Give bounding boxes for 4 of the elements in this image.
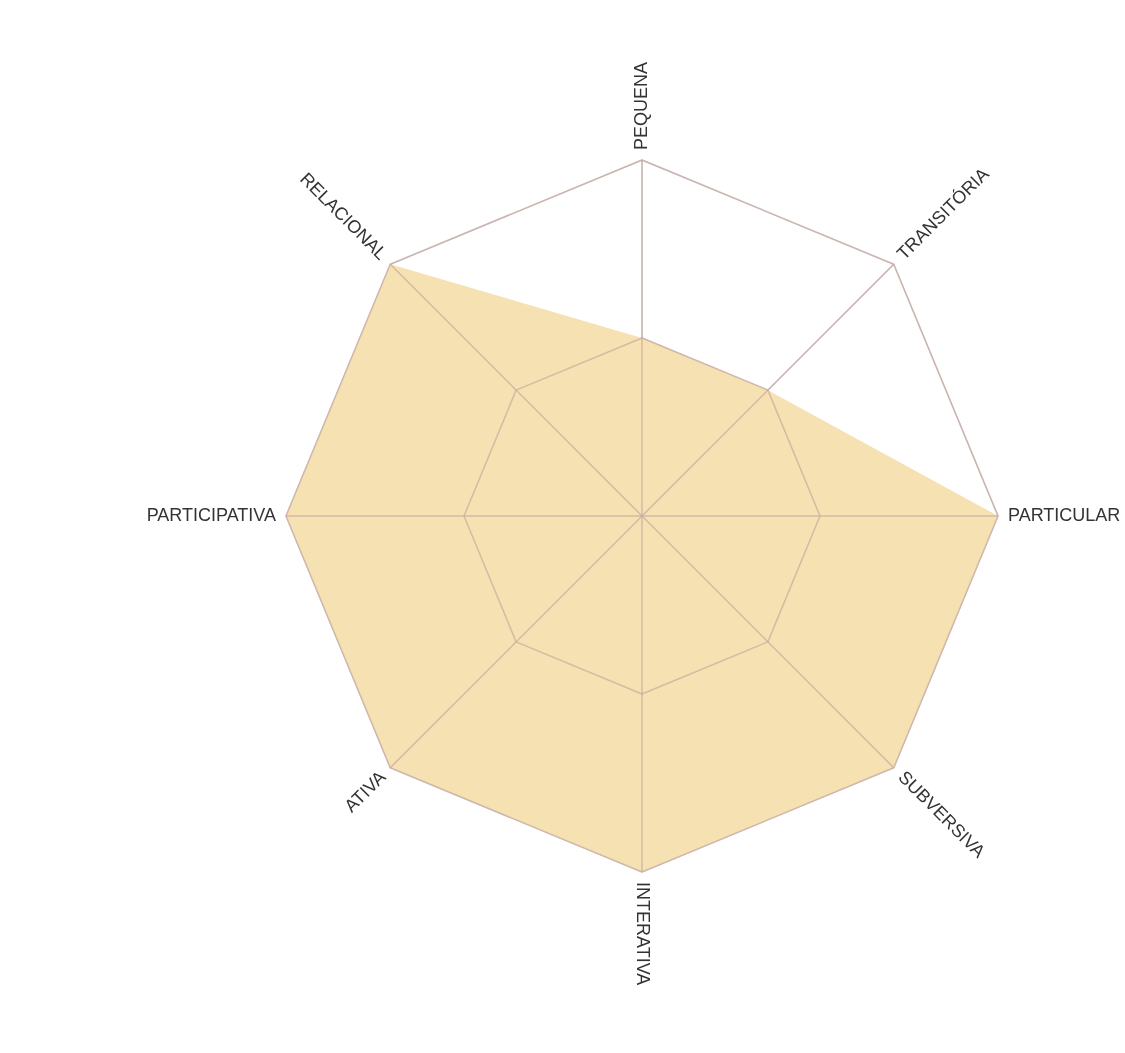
spoke-label: PEQUENA (630, 61, 651, 150)
spoke-label: PARTICULAR (1008, 504, 1121, 525)
spoke-label: PARTICIPATIVA (146, 504, 276, 525)
spoke-label: INTERATIVA (633, 882, 654, 986)
